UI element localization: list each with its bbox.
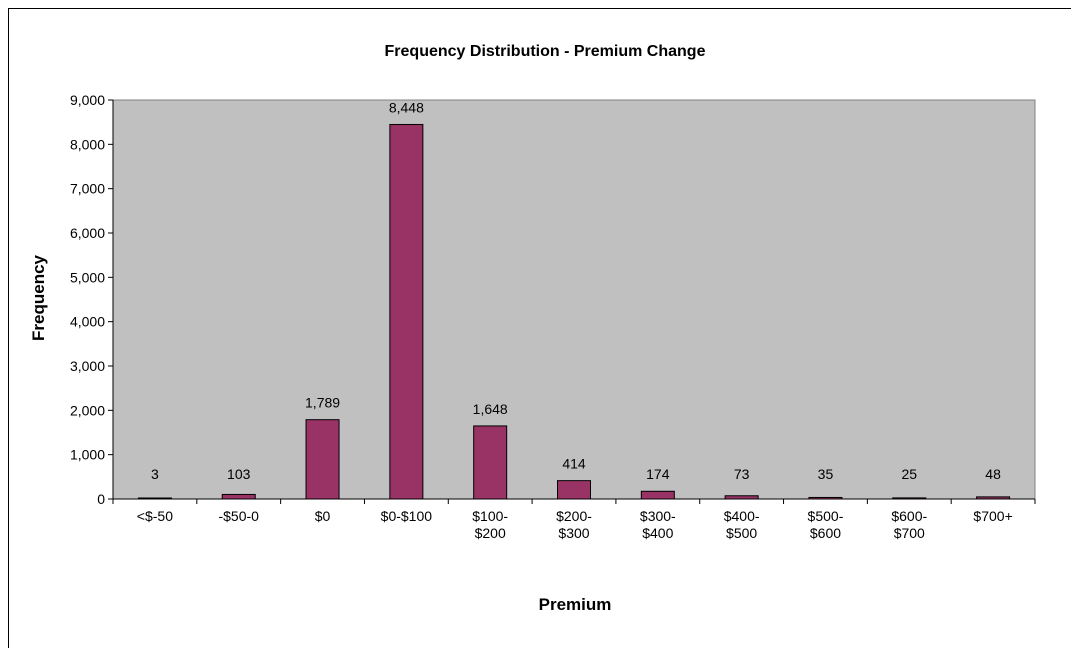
x-tick-label: $500-$600 xyxy=(808,508,844,541)
y-tick-label: 5,000 xyxy=(70,269,105,285)
y-tick-label: 6,000 xyxy=(70,225,105,241)
bar xyxy=(640,490,675,500)
data-label: 48 xyxy=(985,466,1001,482)
plot-area xyxy=(112,99,1036,500)
bar xyxy=(389,123,424,500)
y-tick-label: 4,000 xyxy=(70,314,105,330)
data-label: 414 xyxy=(562,456,586,472)
data-label: 25 xyxy=(901,466,917,482)
data-label: 103 xyxy=(227,466,251,482)
data-label: 174 xyxy=(646,466,670,482)
data-label: 1,789 xyxy=(305,395,340,411)
y-tick-label: 7,000 xyxy=(70,181,105,197)
y-axis: 0 1,000 2,000 3,000 4,000 5,000 6,000 7,000 8,00… xyxy=(70,92,114,507)
bar xyxy=(137,497,172,500)
y-tick-label: 8,000 xyxy=(70,136,105,152)
bar xyxy=(724,495,759,500)
data-label: 1,648 xyxy=(473,401,508,417)
x-tick-label: $600-$700 xyxy=(891,508,927,541)
bar xyxy=(892,497,927,500)
y-tick-label: 3,000 xyxy=(70,358,105,374)
y-axis-title: Frequency xyxy=(29,254,48,341)
y-tick-label: 1,000 xyxy=(70,447,105,463)
bar xyxy=(808,496,843,500)
data-label: 73 xyxy=(734,466,750,482)
data-labels: 3 103 1,789 8,448 1,648 414 174 73 35 25 48 xyxy=(151,99,1001,482)
bars xyxy=(137,123,1011,500)
data-label: 35 xyxy=(818,466,834,482)
x-tick-label: <$-50 xyxy=(137,508,173,524)
bar xyxy=(473,425,508,500)
data-label: 3 xyxy=(151,466,159,482)
x-axis-title: Premium xyxy=(539,595,612,614)
y-tick-label: 9,000 xyxy=(70,92,105,108)
bar xyxy=(305,419,340,500)
x-tick-label: $300-$400 xyxy=(640,508,676,541)
chart-svg: Frequency Distribution - Premium Change … xyxy=(29,43,1036,614)
bar xyxy=(557,480,591,500)
y-tick-label: 0 xyxy=(97,491,105,507)
x-axis: <$-50 -$50-0 $0 $0-$100 $100-$200 $200-$300 $3… xyxy=(112,498,1036,541)
y-tick-label: 2,000 xyxy=(70,402,105,418)
chart-frame xyxy=(8,8,1071,648)
x-tick-label: $700+ xyxy=(973,508,1012,524)
x-tick-label: $100-$200 xyxy=(472,508,508,541)
chart-title: Frequency Distribution - Premium Change xyxy=(385,43,706,60)
data-label: 8,448 xyxy=(389,99,424,115)
x-tick-label: $0 xyxy=(315,508,331,524)
bar xyxy=(221,493,256,500)
bar xyxy=(976,496,1011,500)
x-tick-label: -$50-0 xyxy=(218,508,259,524)
x-tick-label: $400-$500 xyxy=(724,508,760,541)
x-tick-label: $0-$100 xyxy=(381,508,433,524)
x-tick-label: $200-$300 xyxy=(556,508,592,541)
